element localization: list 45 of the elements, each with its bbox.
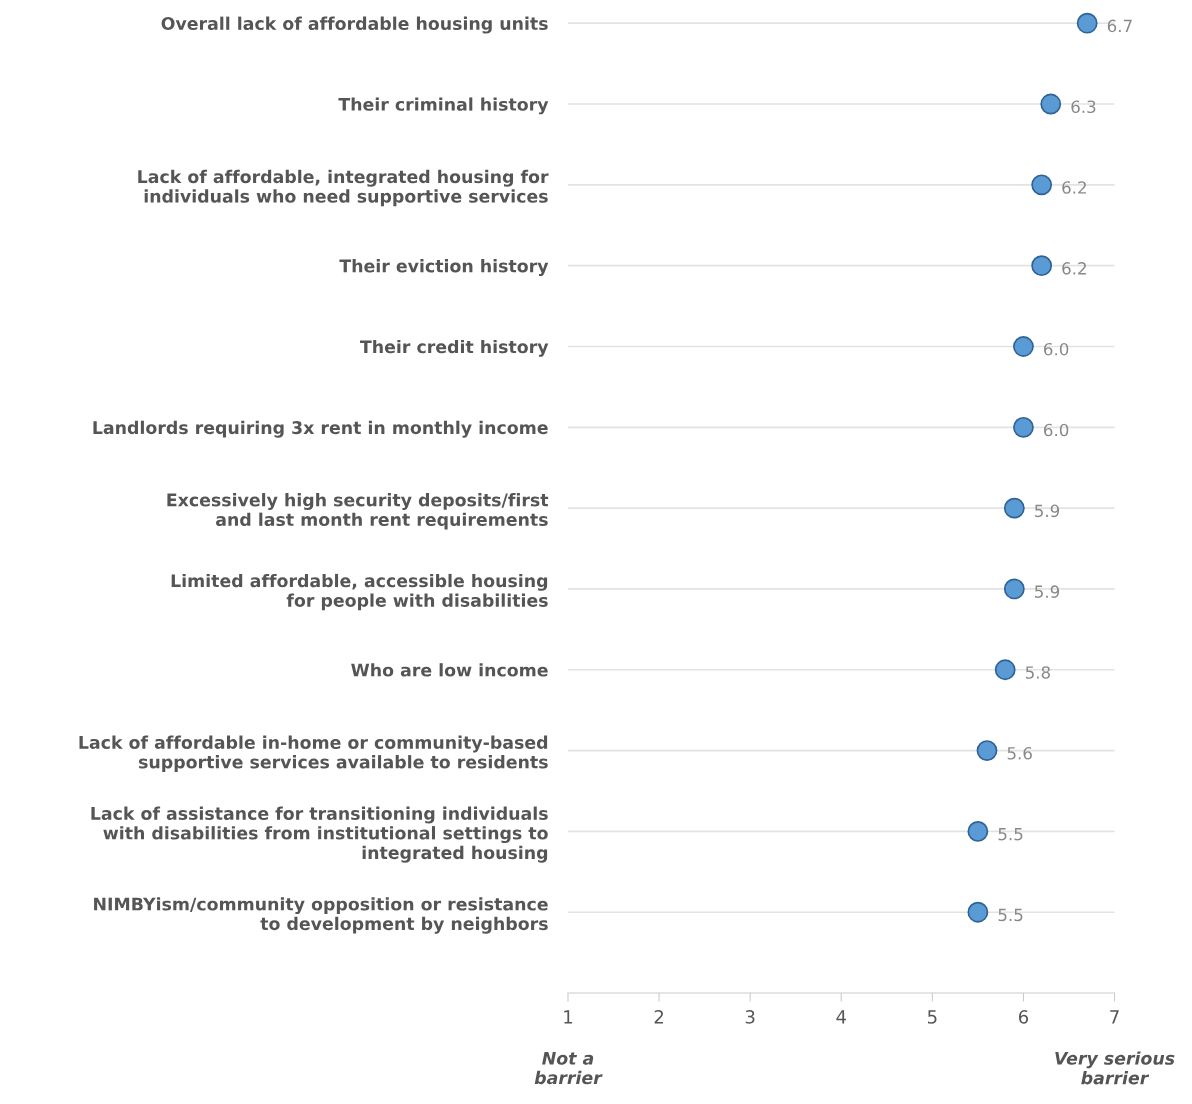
- point: [1031, 174, 1053, 196]
- y-tick-label: Their criminal history: [338, 97, 549, 115]
- point: [1003, 497, 1025, 519]
- x-tick-label: 2: [654, 1010, 664, 1024]
- point: [1031, 255, 1053, 277]
- y-tick-label: NIMBYism/community opposition or resistance to development by neighbors: [94, 897, 548, 934]
- point: [1076, 12, 1098, 34]
- y-tick-label: Landlords requiring 3x rent in monthly income: [93, 420, 548, 438]
- point: [1013, 336, 1034, 357]
- x-tick-label: 7: [1110, 1010, 1119, 1024]
- data-label: 5.5: [998, 908, 1023, 922]
- text: Very serious barrier: [1055, 1051, 1175, 1085]
- data-label: 6.2: [1062, 262, 1086, 275]
- point: [967, 901, 989, 923]
- point: [967, 820, 989, 842]
- point: [1013, 416, 1034, 438]
- data-label: 6.0: [1044, 423, 1069, 437]
- data-label: 6.2: [1062, 181, 1086, 194]
- data-label: 6.7: [1107, 19, 1132, 33]
- x-tick-label: 6: [1018, 1010, 1029, 1024]
- data-label: 6.0: [1044, 342, 1069, 356]
- y-tick-label: Lack of affordable in-home or community-based supportive services available to residents: [79, 735, 548, 772]
- y-tick-label: Lack of affordable, integrated housing for individuals who need supportive services: [138, 169, 549, 207]
- y-tick-label: Who are low income: [351, 663, 548, 677]
- y-tick-label: Their eviction history: [339, 259, 549, 277]
- data-label: 5.8: [1025, 666, 1051, 679]
- data-label: 5.9: [1035, 585, 1060, 598]
- y-tick-label: Overall lack of affordable housing units: [161, 16, 548, 34]
- x-tick-label: 3: [745, 1010, 755, 1024]
- y-tick-label: Lack of assistance for transitioning individuals with disabilities from institutional settings to integrated housing: [91, 806, 548, 863]
- y-tick-label: Limited affordable, accessible housing for people with disabilities: [171, 573, 548, 611]
- data-label: 5.9: [1035, 504, 1060, 518]
- point: [976, 740, 998, 761]
- x-tick-label: 1: [564, 1010, 573, 1024]
- point: [1040, 93, 1062, 115]
- x-tick-label: 5: [927, 1010, 937, 1024]
- x-tick-label: 4: [836, 1010, 846, 1024]
- text: Not a barrier: [534, 1051, 603, 1085]
- y-tick-label: Their credit history: [360, 339, 549, 357]
- data-label: 6.3: [1071, 100, 1096, 114]
- point: [1003, 578, 1025, 600]
- point: [994, 659, 1016, 681]
- y-tick-label: Excessively high security deposits/first and last month rent requirements: [167, 493, 549, 530]
- data-label: 5.5: [998, 828, 1023, 841]
- data-label: 5.6: [1007, 746, 1032, 760]
